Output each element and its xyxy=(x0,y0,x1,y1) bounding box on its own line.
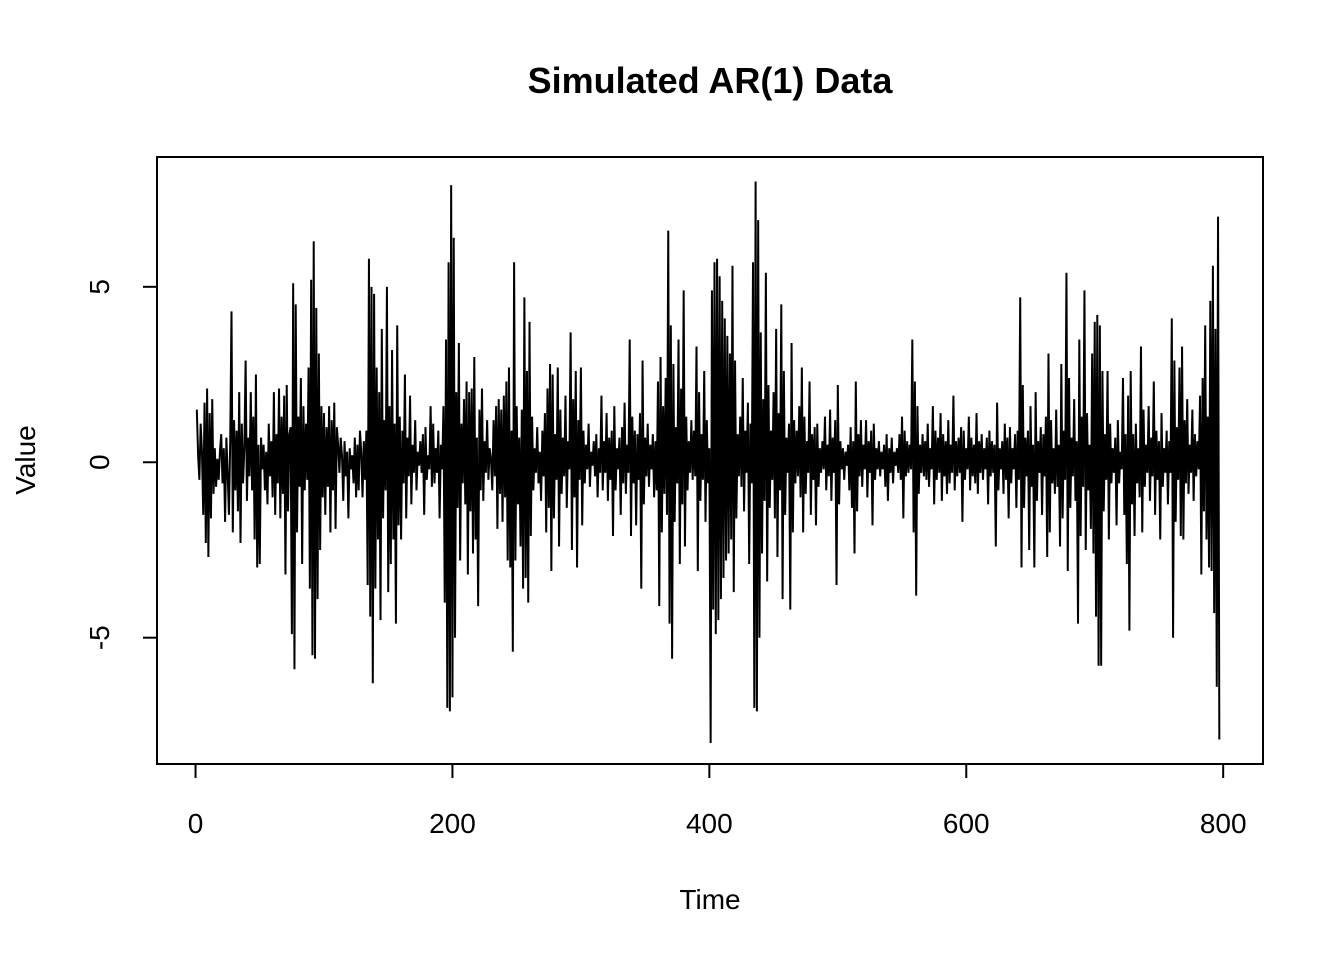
y-tick-label: 0 xyxy=(84,454,115,470)
y-tick-label: 5 xyxy=(84,279,115,295)
chart-title: Simulated AR(1) Data xyxy=(528,60,894,101)
x-tick-label: 0 xyxy=(188,808,204,839)
y-axis-label: Value xyxy=(10,425,41,495)
y-tick-label: -5 xyxy=(84,625,115,650)
x-tick-label: 800 xyxy=(1200,808,1247,839)
x-axis-label: Time xyxy=(679,884,740,915)
y-axis: -5 0 5 xyxy=(84,279,158,650)
x-tick-label: 600 xyxy=(943,808,990,839)
x-tick-label: 200 xyxy=(429,808,476,839)
x-tick-label: 400 xyxy=(686,808,733,839)
x-axis: 0 200 400 600 800 xyxy=(188,763,1247,839)
series-line xyxy=(195,181,1221,743)
